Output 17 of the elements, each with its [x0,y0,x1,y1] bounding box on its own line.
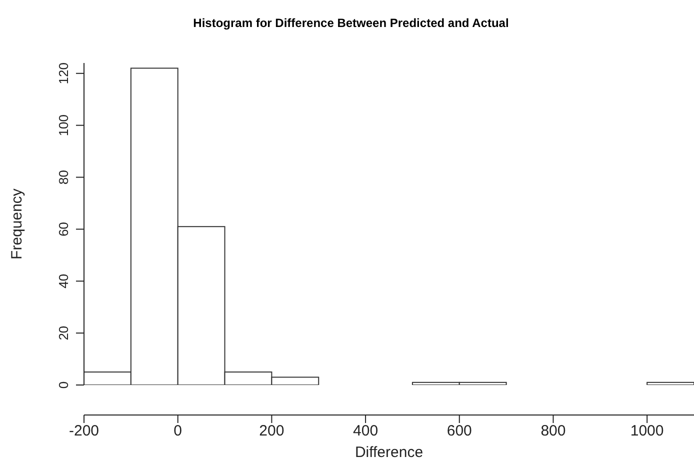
y-tick-label: 0 [56,381,71,389]
x-tick-label: 800 [540,422,566,440]
x-tick-label: 1000 [630,422,664,440]
chart-title: Histogram for Difference Between Predicted and Actual [192,16,510,30]
x-tick-label: -200 [68,422,100,440]
y-tick-label: 100 [56,114,71,136]
y-tick-label: 80 [56,170,71,184]
x-axis-title: Difference [354,444,424,461]
y-tick-label: 20 [56,326,71,340]
y-tick-label: 40 [56,274,71,288]
x-tick-label: 400 [353,422,378,440]
y-tick-label: 120 [56,62,71,84]
x-tick-label: 600 [446,422,472,440]
y-tick-label: 60 [56,222,71,236]
x-tick-label: 0 [174,422,182,440]
y-axis-title: Frequency [8,188,26,260]
x-tick-label: 200 [259,422,284,440]
